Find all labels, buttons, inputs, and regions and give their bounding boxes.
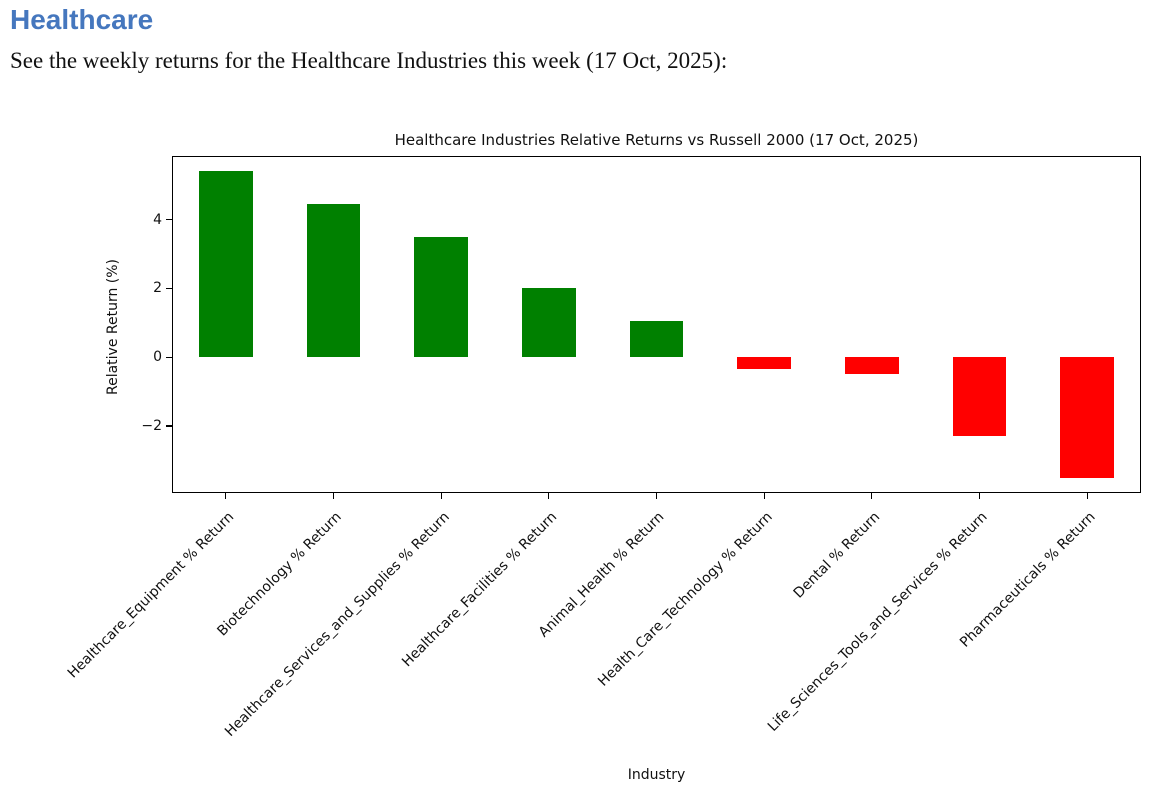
x-tick-label: Biotechnology % Return xyxy=(214,509,345,640)
chart-bar xyxy=(306,204,361,358)
x-tick-label: Healthcare_Services_and_Supplies % Retur… xyxy=(221,509,453,740)
x-tick-mark xyxy=(332,493,335,499)
y-tick-label: 2 xyxy=(153,280,162,297)
x-tick-mark xyxy=(225,493,227,499)
x-tick-label: Life_Sciences_Tools_and_Services % Retur… xyxy=(765,509,991,735)
x-tick-mark xyxy=(763,493,765,499)
x-tick-label: Health_Care_Technology % Return xyxy=(594,509,776,690)
y-tick-label: 4 xyxy=(153,211,162,228)
chart-bar xyxy=(629,321,684,358)
y-tick-mark xyxy=(166,356,172,358)
chart-bar xyxy=(737,357,792,370)
x-tick-label: Dental % Return xyxy=(790,509,884,602)
y-tick-mark xyxy=(166,425,172,427)
page-title: Healthcare xyxy=(10,4,154,35)
chart-bar xyxy=(952,357,1007,437)
chart-bar xyxy=(414,236,469,358)
chart-bar xyxy=(1060,357,1115,478)
x-tick-mark xyxy=(548,493,550,499)
x-tick-mark xyxy=(1086,493,1088,499)
y-axis-label-text: Relative Return (%) xyxy=(105,258,121,396)
y-tick-mark xyxy=(166,219,172,221)
intro-text: See the weekly returns for the Healthcar… xyxy=(10,48,728,73)
x-tick-label: Animal_Health % Return xyxy=(536,509,668,641)
y-tick-mark xyxy=(166,287,172,289)
x-tick-mark xyxy=(871,493,873,499)
chart-title: Healthcare Industries Relative Returns v… xyxy=(394,131,919,149)
y-tick-label: −2 xyxy=(141,417,162,434)
x-axis-label: Industry xyxy=(627,767,686,783)
x-tick-mark xyxy=(655,493,658,499)
y-tick-label: 0 xyxy=(153,349,162,366)
chart-bar xyxy=(198,171,253,358)
chart-bar xyxy=(844,357,899,375)
x-tick-mark xyxy=(440,493,442,499)
x-tick-label: Healthcare_Equipment % Return xyxy=(64,509,238,682)
x-tick-mark xyxy=(978,493,981,499)
chart-bar xyxy=(521,288,576,358)
